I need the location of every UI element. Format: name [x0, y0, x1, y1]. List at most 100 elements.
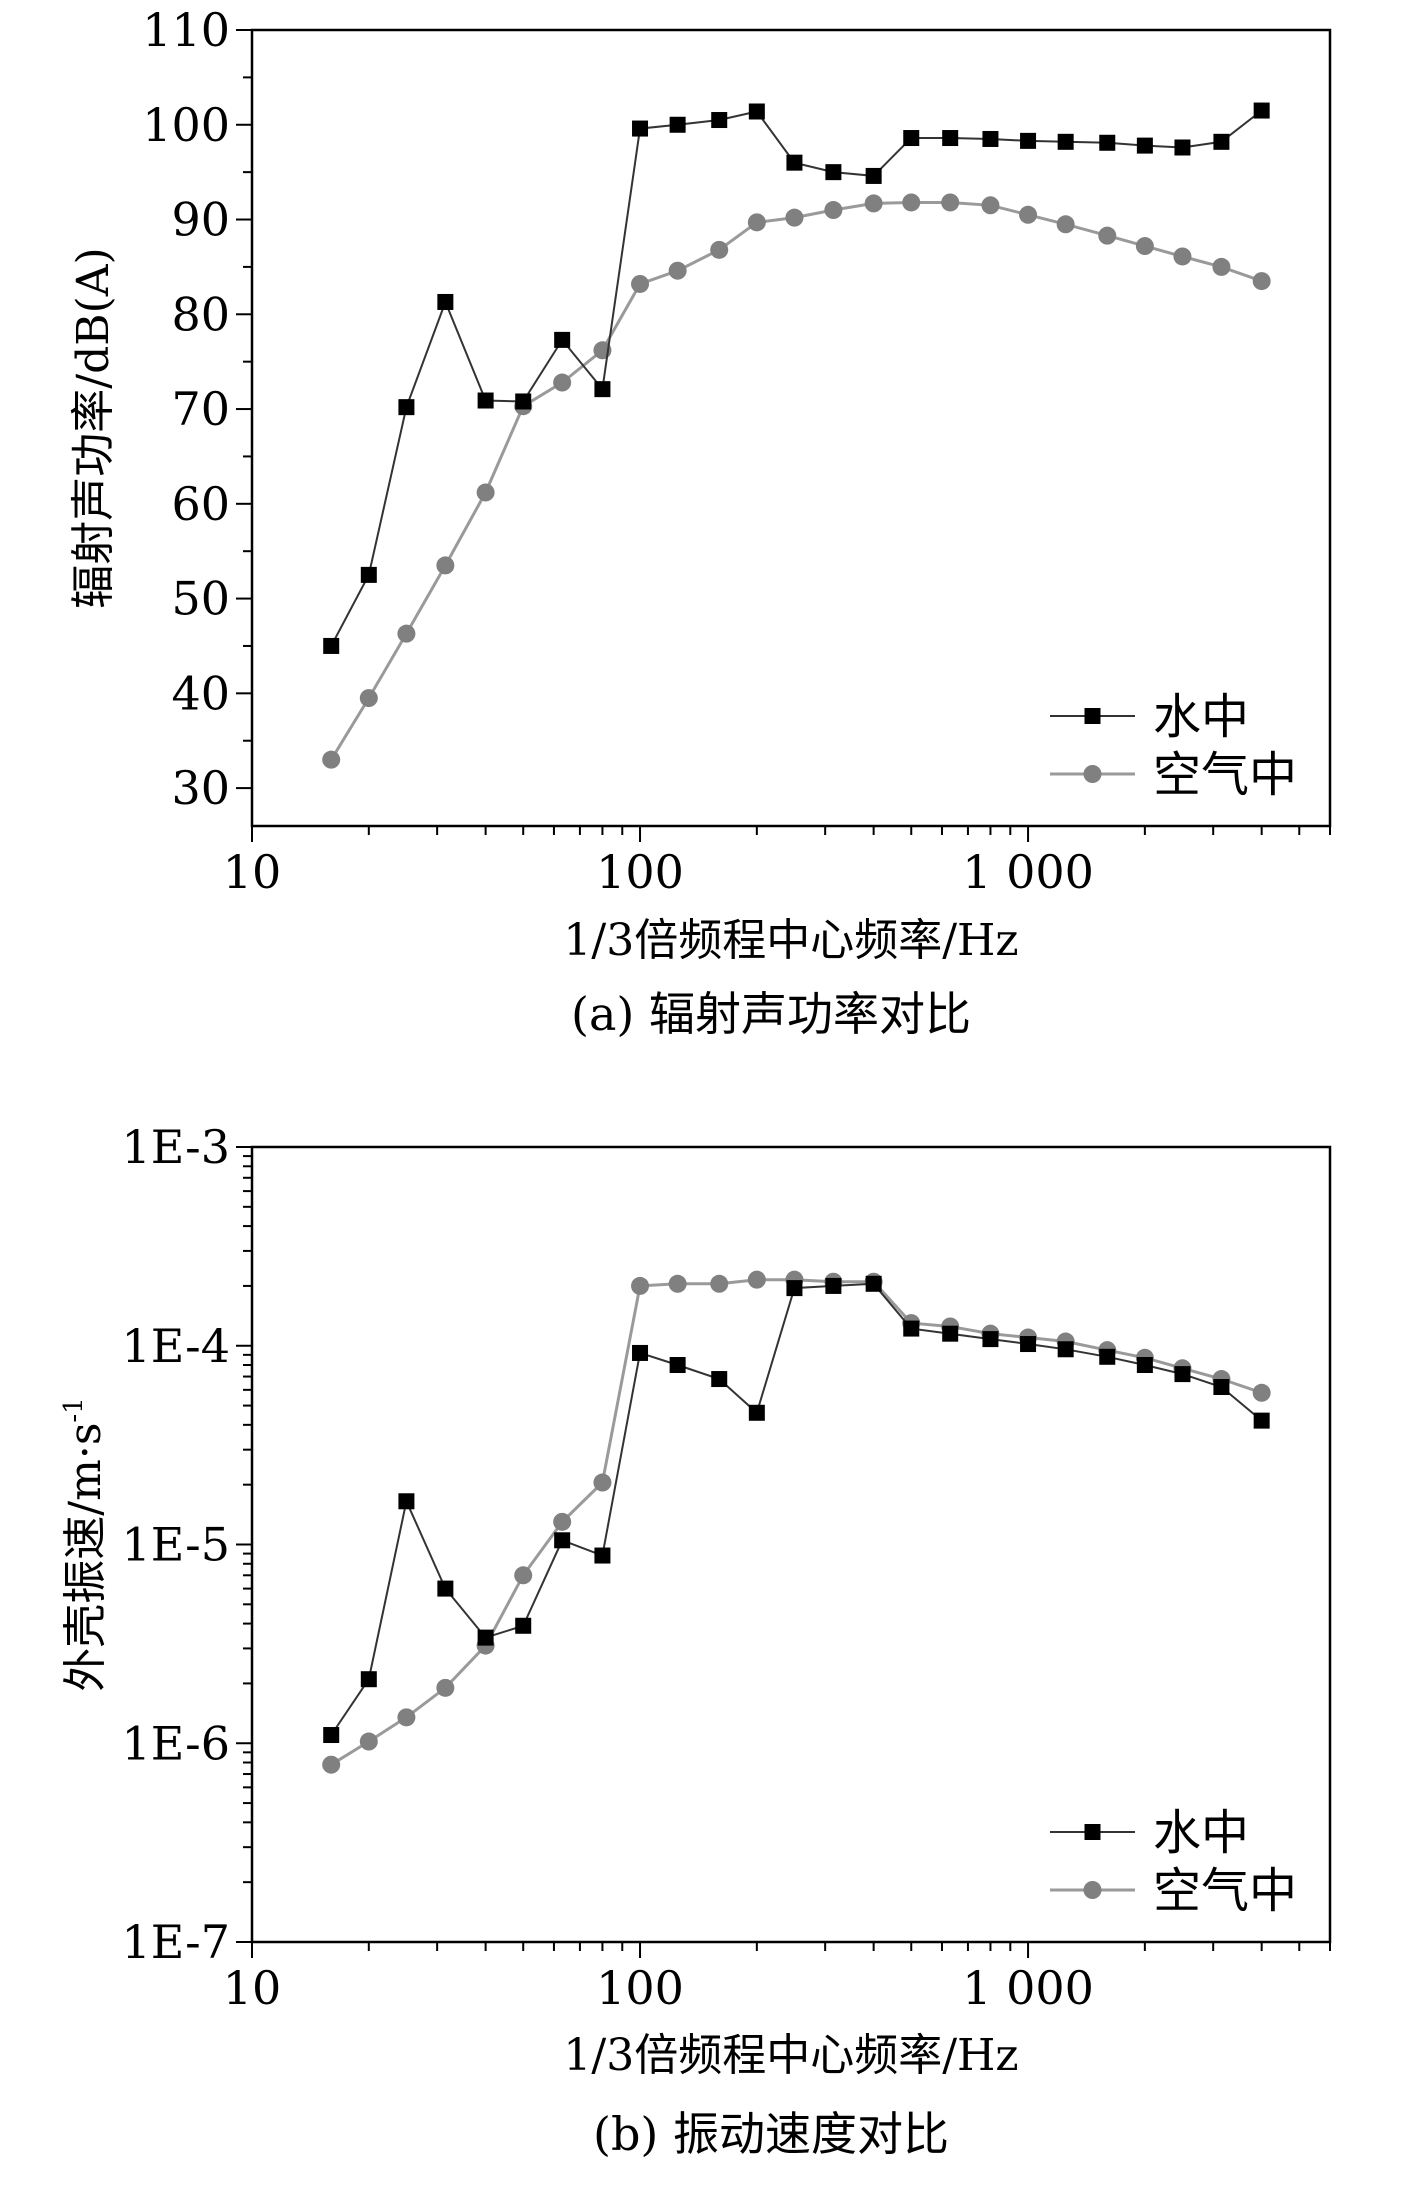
data-point-square — [554, 1532, 571, 1549]
data-point-circle — [553, 373, 572, 392]
data-point-square — [903, 130, 920, 147]
data-point-circle — [593, 1473, 612, 1492]
data-point-square — [594, 1547, 611, 1564]
data-point-square — [865, 1275, 882, 1292]
data-point-square — [398, 1493, 415, 1510]
y-tick-label: 1E-7 — [121, 1915, 230, 1969]
data-point-circle — [668, 1274, 687, 1293]
data-point-square — [982, 1331, 999, 1348]
data-point-circle — [436, 556, 455, 575]
data-point-square — [360, 1671, 377, 1688]
data-point-circle — [359, 1732, 378, 1751]
data-point-circle — [1056, 215, 1075, 234]
data-point-square — [1174, 139, 1191, 156]
series-water — [323, 1275, 1270, 1744]
data-point-circle — [1019, 205, 1038, 224]
data-point-circle — [981, 196, 1000, 215]
data-point-square — [323, 637, 340, 654]
data-point-circle — [631, 274, 650, 293]
data-point-circle — [1252, 272, 1271, 291]
legend-label: 空气中 — [1153, 747, 1297, 803]
data-point-circle — [359, 689, 378, 708]
y-tick-label: 70 — [171, 382, 230, 436]
data-point-square — [632, 120, 649, 137]
x-tick-label: 100 — [596, 1961, 684, 2015]
series-air — [322, 193, 1271, 769]
panel-a-radiated-sound-power-chart: 10 100 1 000 30 40 50 60 70 80 90 100 110 1/3倍频程中心频率… — [68, 3, 1332, 1041]
data-point-square — [515, 393, 532, 410]
x-axis-title: 1/3倍频程中心频率/Hz — [563, 2030, 1018, 2081]
data-point-square — [554, 331, 571, 348]
data-point-square — [669, 116, 686, 133]
data-point-square — [360, 566, 377, 583]
data-point-circle — [710, 1274, 729, 1293]
data-point-square — [748, 1404, 765, 1421]
data-point-circle — [436, 1678, 455, 1697]
data-point-square — [825, 164, 842, 181]
data-point-square — [1020, 1336, 1037, 1353]
y-axis-title-text: 外壳振速/m·s — [60, 1423, 111, 1692]
data-point-circle — [397, 1708, 416, 1727]
x-tick-label: 1 000 — [962, 1961, 1094, 2015]
data-point-square — [323, 1727, 340, 1744]
data-point-square — [942, 130, 959, 147]
data-point-square — [1057, 133, 1074, 150]
data-point-circle — [941, 193, 960, 212]
y-tick-label: 1E-4 — [121, 1319, 230, 1373]
x-tick-label: 1 000 — [962, 845, 1094, 899]
data-point-circle — [747, 213, 766, 232]
data-point-square — [1099, 134, 1116, 151]
data-point-circle — [710, 240, 729, 259]
series-line — [330, 1278, 1263, 1766]
data-point-circle — [1212, 257, 1231, 276]
data-point-circle — [553, 1512, 572, 1531]
legend-marker-circle — [1083, 765, 1102, 783]
data-point-circle — [476, 483, 495, 502]
x-axis-title: 1/3倍频程中心频率/Hz — [563, 915, 1018, 966]
data-point-square — [1213, 1379, 1230, 1396]
y-tick-label: 110 — [142, 3, 230, 57]
data-point-circle — [1098, 226, 1117, 245]
data-point-square — [477, 1629, 494, 1646]
legend-marker-square — [1084, 1824, 1101, 1840]
panel-b-vibration-velocity-chart: 10 100 1 000 1E-7 1E-6 1E-5 1E-4 1E-3 1/3倍频程中心频率… — [59, 1120, 1332, 2161]
data-point-square — [669, 1357, 686, 1374]
data-point-square — [825, 1277, 842, 1294]
y-tick-label: 1E-3 — [121, 1120, 230, 1174]
data-point-square — [594, 381, 611, 398]
data-point-circle — [631, 1276, 650, 1295]
data-point-circle — [747, 1270, 766, 1289]
legend-marker-square — [1084, 708, 1101, 724]
legend-label: 水中 — [1153, 689, 1249, 745]
legend-label: 空气中 — [1153, 1863, 1297, 1919]
data-point-square — [942, 1325, 959, 1342]
y-tick-label: 50 — [171, 572, 230, 626]
data-point-square — [786, 154, 803, 171]
data-point-circle — [1173, 247, 1192, 266]
y-axis-title-superscript: -1 — [59, 1397, 89, 1422]
data-point-circle — [668, 261, 687, 280]
data-point-square — [398, 399, 415, 416]
data-point-circle — [864, 194, 883, 213]
data-point-circle — [1252, 1383, 1271, 1402]
data-point-square — [1174, 1366, 1191, 1383]
y-tick-label: 40 — [171, 666, 230, 720]
data-point-square — [786, 1280, 803, 1297]
x-tick-label: 10 — [223, 845, 282, 899]
data-point-square — [1099, 1348, 1116, 1365]
legend-marker-circle — [1083, 1881, 1102, 1899]
y-tick-label: 30 — [171, 761, 230, 815]
y-tick-label: 90 — [171, 193, 230, 247]
data-point-circle — [785, 208, 804, 227]
data-point-square — [437, 1580, 454, 1597]
y-tick-label: 100 — [142, 98, 230, 152]
data-point-circle — [322, 750, 341, 769]
plot-frame — [250, 28, 1332, 828]
y-tick-label: 1E-5 — [121, 1518, 230, 1572]
y-tick-label: 60 — [171, 477, 230, 531]
y-tick-label: 1E-6 — [121, 1716, 230, 1770]
y-axis-title: 外壳振速/m·s-1 — [59, 1397, 111, 1691]
series-water — [323, 102, 1270, 654]
